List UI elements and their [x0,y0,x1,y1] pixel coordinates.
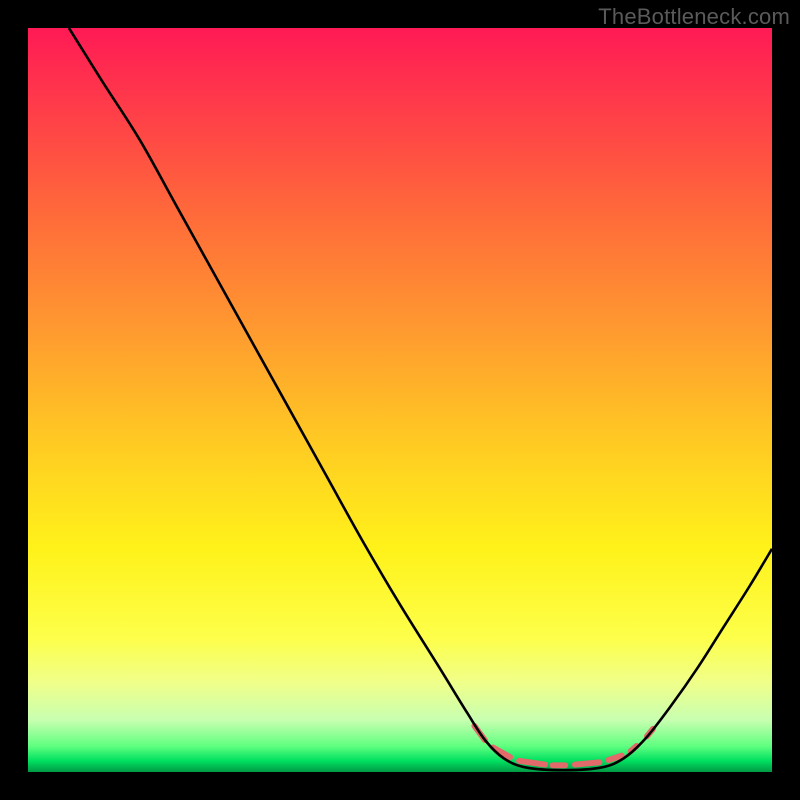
highlight-dash-group [474,726,653,765]
curve-layer [28,28,772,772]
plot-area [28,28,772,772]
highlight-dash [575,762,600,764]
watermark-text: TheBottleneck.com [598,4,790,30]
highlight-dash [519,761,545,765]
bottleneck-curve [69,28,772,770]
chart-container: TheBottleneck.com [0,0,800,800]
